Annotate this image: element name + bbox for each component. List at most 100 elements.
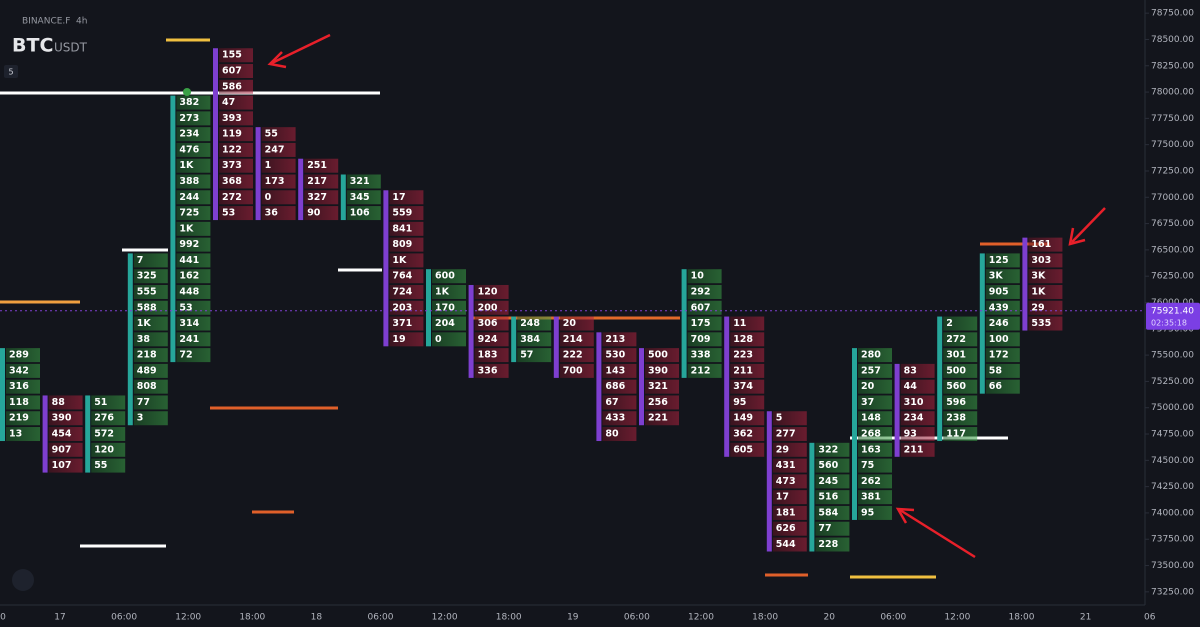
cell-bg (815, 442, 850, 457)
cell-bg (304, 174, 339, 189)
cell-bg (219, 142, 253, 157)
cell-value: 700 (563, 365, 583, 376)
cell-bg (389, 284, 424, 299)
cell-value: 175 (691, 318, 711, 329)
y-tick-label: 78000.00 (1151, 88, 1194, 98)
cell-bg (133, 269, 168, 284)
cell-value: 301 (946, 350, 966, 361)
cell-bg (176, 332, 211, 347)
cell-bg (304, 190, 339, 205)
cell-value: 241 (179, 334, 199, 345)
cell-value: 686 (605, 381, 625, 392)
cell-bg (474, 284, 509, 299)
cell-bg (730, 348, 765, 363)
cell-value: 262 (861, 476, 881, 487)
cell-bg (772, 505, 807, 520)
cell-bg (389, 190, 424, 205)
cell-bg (687, 332, 722, 347)
cell-value: 58 (989, 365, 1003, 376)
cell-value: 212 (691, 365, 711, 376)
cell-bg (261, 190, 296, 205)
cell-bg (985, 348, 1020, 363)
x-tick-label: 12:00 (944, 613, 970, 623)
y-tick-label: 77500.00 (1151, 140, 1194, 150)
cell-bg (943, 379, 978, 394)
cell-bg (772, 490, 807, 505)
x-tick-label: 12:00 (432, 613, 458, 623)
cell-value: 544 (776, 539, 796, 550)
cell-bg (346, 190, 381, 205)
cell-value: 500 (946, 365, 966, 376)
cell-value: 393 (222, 113, 242, 124)
cell-value: 53 (179, 302, 192, 313)
cell-value: 277 (776, 429, 796, 440)
cell-value: 390 (648, 365, 668, 376)
cell-bg (176, 253, 211, 268)
candle-body (0, 348, 5, 442)
cell-bg (985, 316, 1020, 331)
cell-bg (389, 206, 424, 221)
cell-value: 1K (137, 318, 152, 329)
cell-value: 382 (179, 97, 199, 108)
cell-bg (559, 316, 594, 331)
y-tick-label: 74500.00 (1151, 456, 1194, 466)
cell-bg (772, 474, 807, 489)
cell-value: 441 (179, 255, 199, 266)
cell-bg (133, 363, 168, 378)
cell-value: 257 (861, 365, 881, 376)
cell-value: 5 (776, 413, 783, 424)
cell-value: 321 (350, 176, 370, 187)
cell-value: 345 (350, 192, 370, 203)
cell-bg (133, 300, 168, 315)
cell-bg (91, 458, 126, 473)
cell-value: 724 (392, 286, 412, 297)
logo[interactable] (12, 569, 34, 591)
cell-value: 454 (52, 429, 72, 440)
cell-value: 122 (222, 144, 242, 155)
cell-value: 161 (1031, 239, 1051, 250)
cell-value: 107 (52, 460, 72, 471)
cell-value: 117 (946, 429, 966, 440)
cell-value: 586 (222, 81, 242, 92)
cell-value: 0 (435, 334, 442, 345)
cell-value: 272 (946, 334, 966, 345)
cell-value: 213 (605, 334, 625, 345)
cell-bg (219, 174, 253, 189)
cell-bg (219, 206, 253, 221)
cell-bg (176, 237, 211, 252)
cell-value: 433 (605, 413, 625, 424)
cell-value: 489 (137, 365, 157, 376)
candle-body (426, 269, 431, 347)
cell-bg (858, 395, 892, 410)
cell-value: 310 (904, 397, 924, 408)
cell-bg (176, 174, 211, 189)
cell-bg (133, 379, 168, 394)
cell-bg (985, 379, 1020, 394)
cell-bg (559, 348, 594, 363)
cell-bg (858, 490, 892, 505)
badge[interactable]: 5 (8, 68, 13, 77)
x-tick-label: 18:00 (752, 613, 778, 623)
cell-value: 223 (733, 350, 753, 361)
candle-body (553, 316, 559, 378)
exchange: BINANCE.F (22, 17, 70, 27)
y-tick-label: 75000.00 (1151, 403, 1194, 413)
candle-body (809, 442, 815, 552)
cell-bg (985, 284, 1020, 299)
cell-value: 36 (265, 208, 279, 219)
annotation-arrows (267, 33, 1106, 559)
y-tick-label: 77250.00 (1151, 166, 1194, 176)
cell-value: 143 (605, 365, 625, 376)
cell-value: 7 (137, 255, 144, 266)
cell-bg (133, 332, 168, 347)
cell-value: 222 (563, 350, 583, 361)
cell-value: 162 (179, 271, 199, 282)
cell-bg (219, 95, 253, 110)
cell-bg (900, 363, 935, 378)
candle-body (937, 316, 943, 442)
cell-bg (6, 395, 40, 410)
cell-bg (48, 458, 83, 473)
cell-value: 247 (265, 144, 285, 155)
cell-value: 1K (392, 255, 407, 266)
cell-value: 217 (307, 176, 327, 187)
